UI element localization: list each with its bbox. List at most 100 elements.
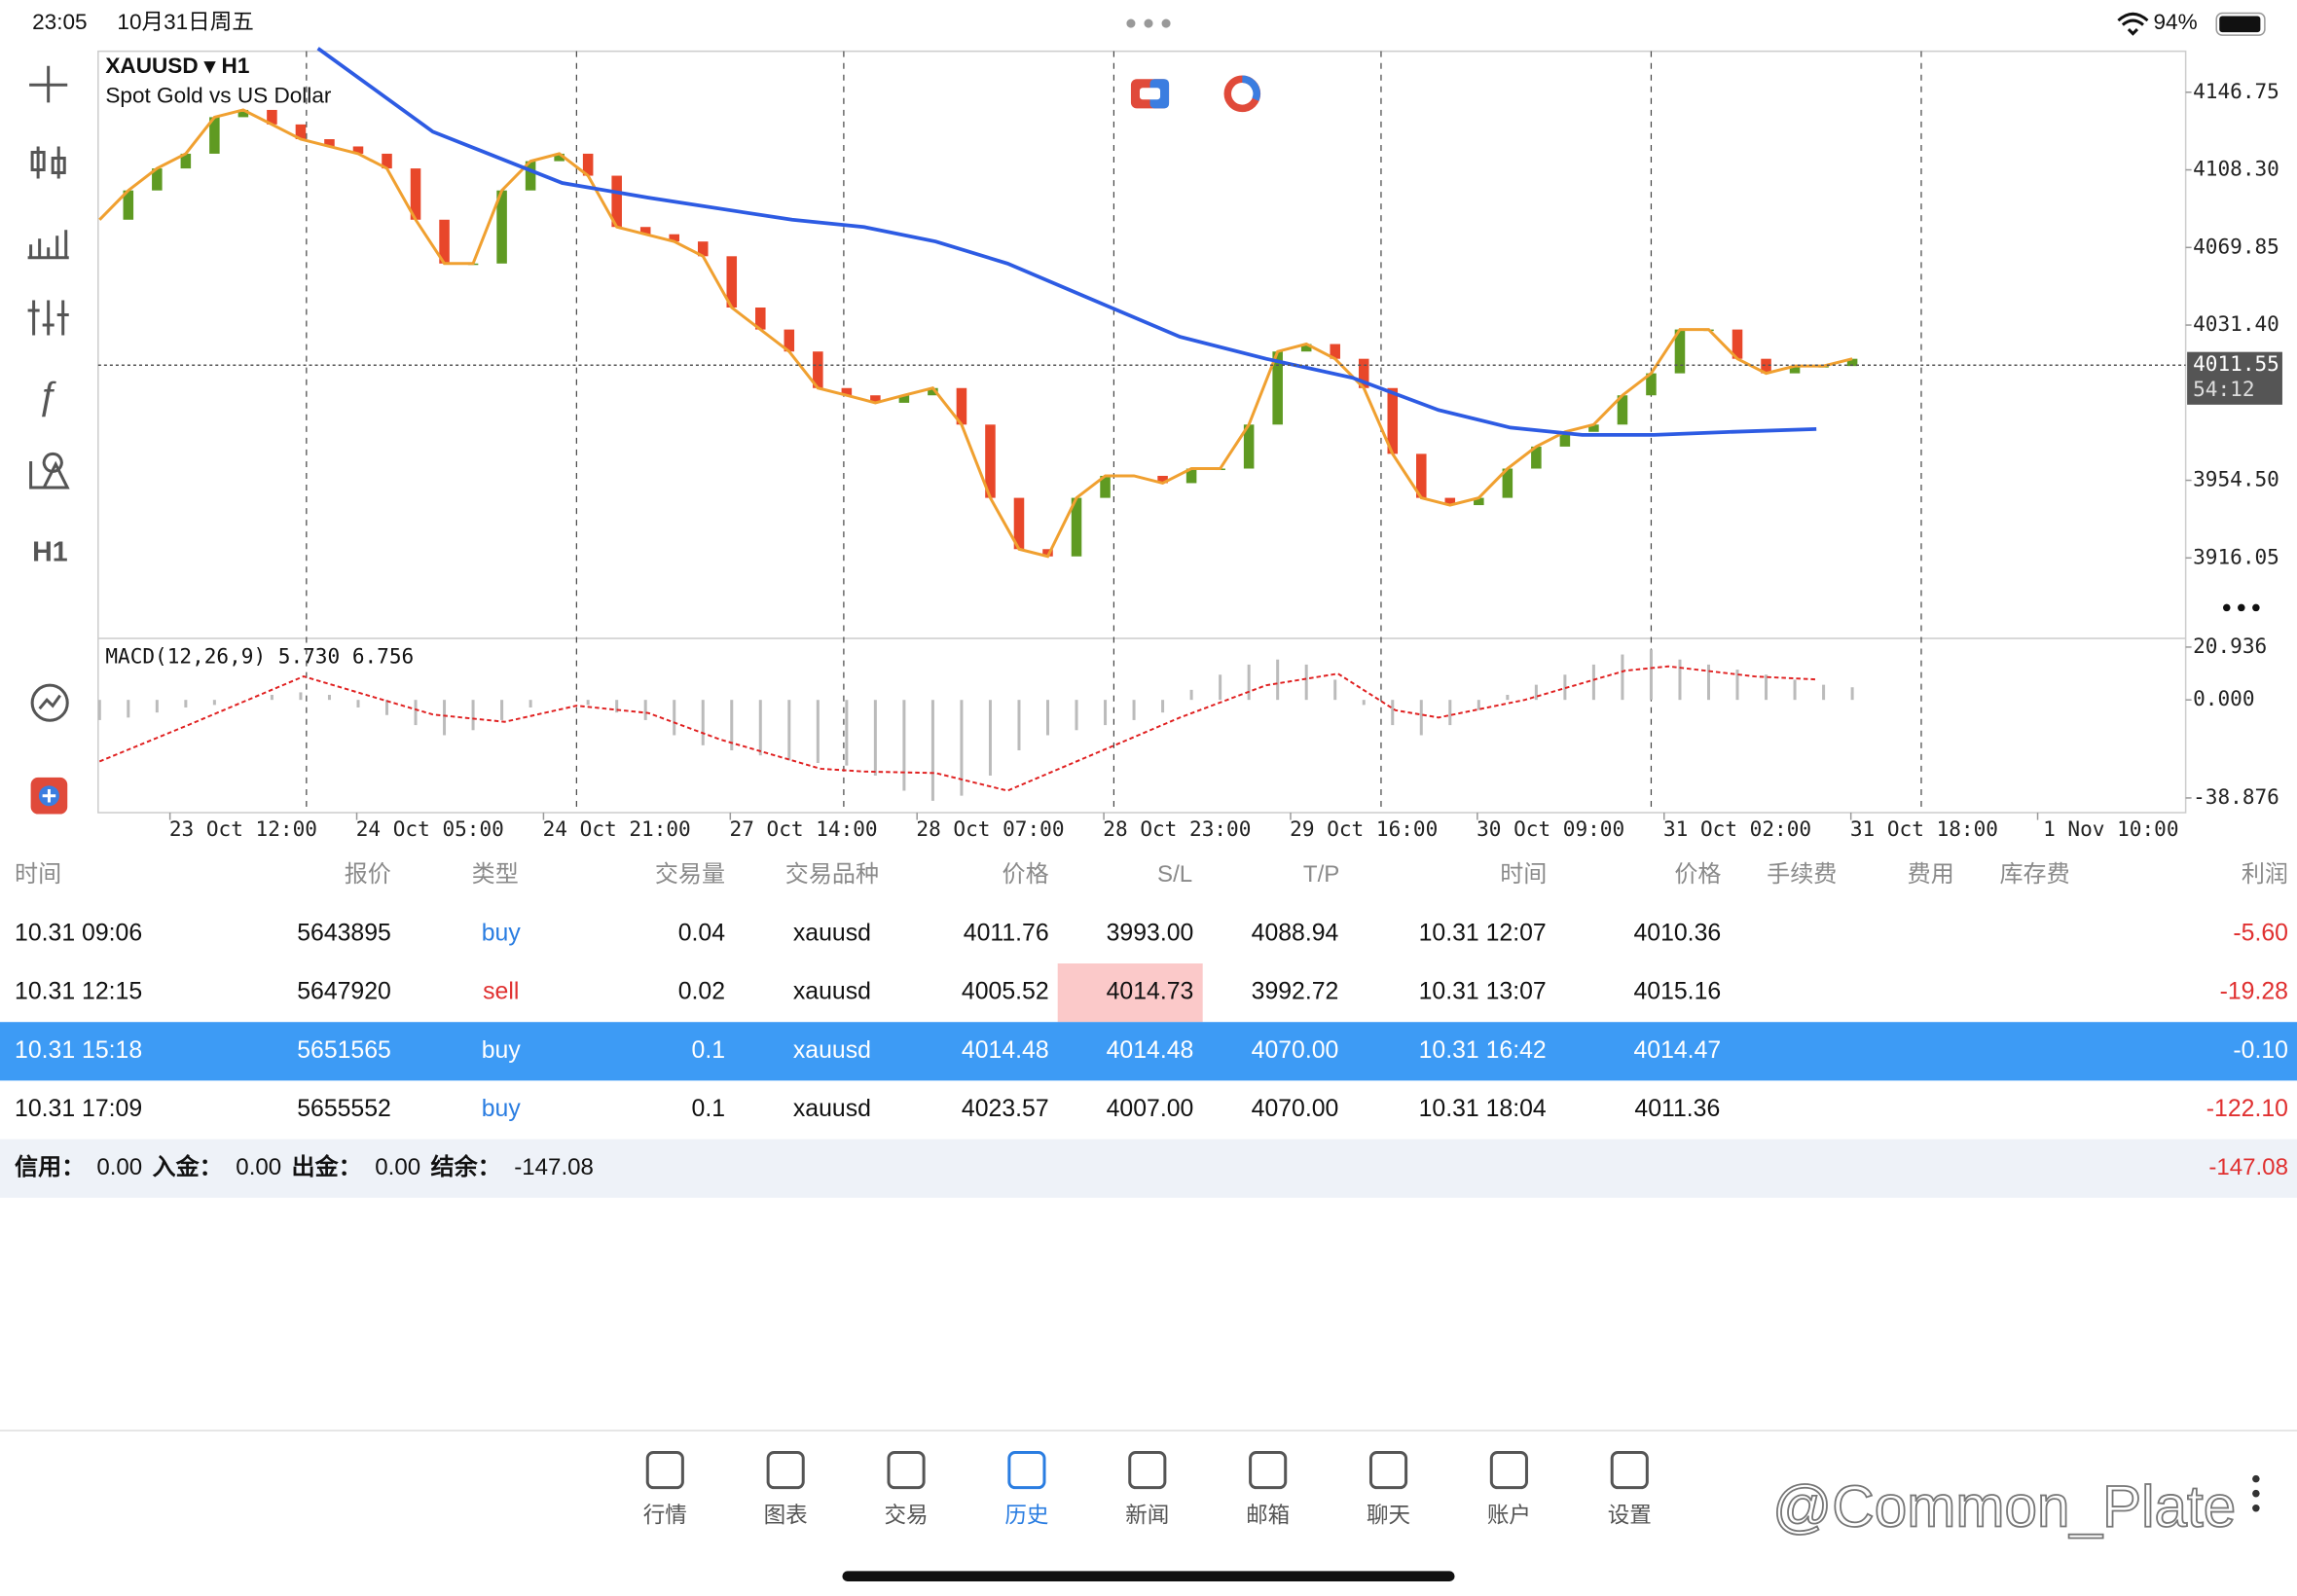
cell-close-price[interactable]: 4010.36 bbox=[1633, 920, 1721, 946]
nav-icon[interactable] bbox=[766, 1451, 805, 1490]
candle bbox=[956, 387, 967, 425]
cell-ticket[interactable]: 5647920 bbox=[297, 979, 391, 1005]
nav-label[interactable]: 账户 bbox=[1487, 1504, 1531, 1528]
y-tick-label: 4031.40 bbox=[2193, 311, 2279, 336]
cell-open-price[interactable]: 4011.76 bbox=[964, 920, 1049, 946]
cell-sl[interactable]: 4014.73 bbox=[1107, 979, 1194, 1005]
indicator-icon[interactable]: ƒ bbox=[37, 376, 58, 418]
cell-volume[interactable]: 0.1 bbox=[692, 1096, 726, 1122]
cell-close-price[interactable]: 4014.47 bbox=[1633, 1037, 1721, 1064]
cell-close-time[interactable]: 10.31 12:07 bbox=[1419, 920, 1547, 946]
cell-tp[interactable]: 3992.72 bbox=[1252, 979, 1339, 1005]
macd-signal bbox=[98, 665, 1817, 792]
candle bbox=[697, 241, 709, 257]
nav-label[interactable]: 设置 bbox=[1608, 1504, 1652, 1528]
cell-close-time[interactable]: 10.31 16:42 bbox=[1419, 1037, 1547, 1064]
cell-symbol[interactable]: xauusd bbox=[793, 1037, 871, 1064]
nav-label[interactable]: 交易 bbox=[884, 1504, 928, 1528]
cell-sl[interactable]: 4014.48 bbox=[1107, 1037, 1194, 1064]
cell-open-time[interactable]: 10.31 12:15 bbox=[15, 979, 142, 1005]
x-tick-label: 27 Oct 14:00 bbox=[730, 816, 878, 841]
nav-label[interactable]: 图表 bbox=[764, 1504, 808, 1528]
column-header: S/L bbox=[1157, 861, 1192, 888]
cell-profit[interactable]: -0.10 bbox=[2233, 1037, 2288, 1064]
candle bbox=[237, 109, 249, 118]
cell-symbol[interactable]: xauusd bbox=[793, 979, 871, 1005]
nav-icon[interactable] bbox=[1249, 1451, 1288, 1490]
timeframe-button[interactable]: H1 bbox=[32, 536, 68, 567]
cell-open-time[interactable]: 10.31 17:09 bbox=[15, 1096, 142, 1122]
cell-sl[interactable]: 4007.00 bbox=[1107, 1096, 1194, 1122]
nav-icon[interactable] bbox=[1368, 1451, 1408, 1490]
cell-close-time[interactable]: 10.31 13:07 bbox=[1419, 979, 1547, 1005]
trade-icon[interactable] bbox=[30, 683, 69, 722]
candle bbox=[554, 153, 565, 162]
chart-frame bbox=[97, 50, 2187, 814]
cell-sl[interactable]: 3993.00 bbox=[1107, 920, 1194, 946]
cell-profit[interactable]: -122.10 bbox=[2206, 1096, 2288, 1122]
cell-open-price[interactable]: 4005.52 bbox=[962, 979, 1049, 1005]
crosshair-icon[interactable] bbox=[29, 65, 68, 103]
candle bbox=[1474, 497, 1484, 506]
cell-close-price[interactable]: 4015.16 bbox=[1633, 979, 1721, 1005]
status-dots bbox=[1126, 18, 1171, 28]
nav-label[interactable]: 历史 bbox=[1004, 1504, 1048, 1528]
cell-close-price[interactable]: 4011.36 bbox=[1634, 1096, 1720, 1122]
candle bbox=[1761, 358, 1771, 374]
cell-ticket[interactable]: 5643895 bbox=[297, 920, 391, 946]
nav-icon[interactable] bbox=[1489, 1451, 1528, 1490]
cell-symbol[interactable]: xauusd bbox=[793, 920, 871, 946]
candle bbox=[870, 395, 881, 403]
cell-type[interactable]: buy bbox=[482, 1096, 522, 1122]
cell-tp[interactable]: 4088.94 bbox=[1252, 920, 1339, 946]
nav-icon[interactable] bbox=[645, 1451, 684, 1490]
candle bbox=[1387, 387, 1399, 454]
cell-type[interactable]: buy bbox=[482, 1037, 522, 1064]
cell-volume[interactable]: 0.04 bbox=[678, 920, 726, 946]
candle bbox=[180, 153, 192, 169]
nav-label[interactable]: 行情 bbox=[643, 1504, 687, 1528]
cell-open-time[interactable]: 10.31 09:06 bbox=[15, 920, 142, 946]
nav-label[interactable]: 新闻 bbox=[1125, 1504, 1169, 1528]
x-tick-label: 1 Nov 10:00 bbox=[2043, 816, 2178, 841]
candle bbox=[324, 139, 335, 147]
nav-label[interactable]: 邮箱 bbox=[1246, 1504, 1290, 1528]
cell-profit[interactable]: -5.60 bbox=[2233, 920, 2288, 946]
chart-type-icon[interactable] bbox=[30, 146, 66, 179]
cell-open-time[interactable]: 10.31 15:18 bbox=[15, 1037, 142, 1064]
nav-icon[interactable] bbox=[1128, 1451, 1167, 1490]
cell-open-price[interactable]: 4014.48 bbox=[962, 1037, 1049, 1064]
nav-icon[interactable] bbox=[887, 1451, 926, 1490]
cell-open-price[interactable]: 4023.57 bbox=[962, 1096, 1049, 1122]
price-tag-label: 4011.55 bbox=[2193, 351, 2279, 376]
cell-tp[interactable]: 4070.00 bbox=[1252, 1096, 1339, 1122]
cell-type[interactable]: buy bbox=[482, 920, 522, 946]
nav-icon[interactable] bbox=[1007, 1451, 1046, 1490]
cell-ticket[interactable]: 5655552 bbox=[297, 1096, 391, 1122]
chart: XAUUSD ▾ H1 Spot Gold vs US Dollar MACD(… bbox=[97, 47, 2282, 841]
nav-more[interactable] bbox=[2252, 1474, 2260, 1512]
summary-total: -147.08 bbox=[2208, 1154, 2288, 1180]
macd-tick-label: 20.936 bbox=[2193, 634, 2267, 658]
candle bbox=[1013, 497, 1025, 550]
column-header: 手续费 bbox=[1767, 861, 1837, 888]
cell-volume[interactable]: 0.1 bbox=[692, 1037, 726, 1064]
chart-symbol: XAUUSD ▾ H1 bbox=[105, 54, 249, 78]
cell-symbol[interactable]: xauusd bbox=[793, 1096, 871, 1122]
cell-type[interactable]: sell bbox=[483, 979, 519, 1005]
more-dots[interactable] bbox=[2222, 603, 2260, 612]
volume-icon[interactable] bbox=[27, 230, 69, 260]
cell-ticket[interactable]: 5651565 bbox=[297, 1037, 391, 1064]
status-time: 23:05 bbox=[32, 10, 87, 34]
cell-close-time[interactable]: 10.31 18:04 bbox=[1419, 1096, 1547, 1122]
candle bbox=[1330, 344, 1340, 359]
settings-icon[interactable] bbox=[27, 300, 69, 336]
objects-icon[interactable] bbox=[29, 453, 70, 490]
cell-tp[interactable]: 4070.00 bbox=[1252, 1037, 1339, 1064]
nav-icon[interactable] bbox=[1610, 1451, 1649, 1490]
x-tick-label: 23 Oct 12:00 bbox=[169, 816, 317, 841]
cell-profit[interactable]: -19.28 bbox=[2220, 979, 2288, 1005]
x-tick-label: 29 Oct 16:00 bbox=[1290, 816, 1438, 841]
nav-label[interactable]: 聊天 bbox=[1367, 1504, 1410, 1528]
cell-volume[interactable]: 0.02 bbox=[678, 979, 725, 1005]
